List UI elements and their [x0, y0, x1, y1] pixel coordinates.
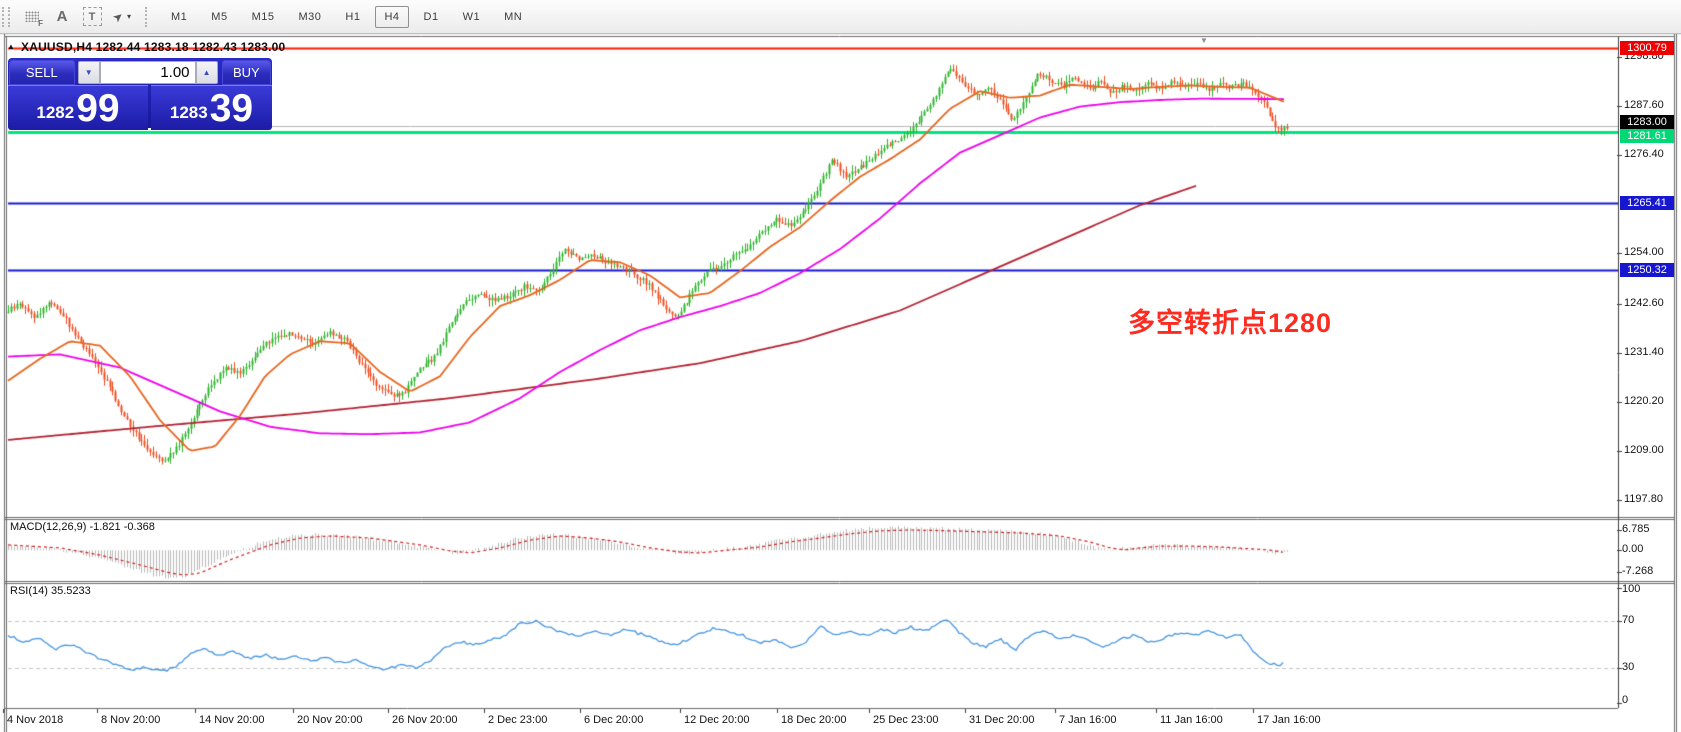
toolbar-separator	[145, 6, 151, 27]
rsi-tick-label: 0	[1622, 694, 1629, 706]
rsi-tick-label: 70	[1622, 614, 1635, 626]
rsi-indicator-label: RSI(14) 35.5233	[10, 585, 91, 597]
toolbar-drag-handle[interactable]	[2, 6, 10, 27]
one-click-trade-panel: SELL ▼ 1.00 ▲ BUY 1282 99 1283 39	[8, 58, 272, 130]
timeframe-button-w1[interactable]: W1	[462, 10, 481, 23]
time-tick-label: 11 Jan 16:00	[1160, 714, 1223, 726]
timeframe-button-m1[interactable]: M1	[171, 10, 188, 23]
time-tick-label: 18 Dec 20:00	[781, 714, 847, 726]
time-tick-label: 6 Dec 20:00	[584, 714, 644, 726]
chart-shift-marker-icon: ▼	[1200, 36, 1208, 45]
price-level-badge: 1265.41	[1620, 196, 1674, 211]
timeframe-button-h1[interactable]: H1	[345, 10, 361, 23]
toolbar: F A T ➤ ▾ M1 M5 M15 M30 H1 H4 D1 W1 MN	[0, 0, 1681, 34]
rsi-tick-label: 100	[1622, 583, 1641, 595]
timeframe-button-h4[interactable]: H4	[375, 5, 409, 28]
chevron-down-icon: ▾	[127, 12, 132, 21]
time-tick-label: 8 Nov 20:00	[101, 714, 161, 726]
price-tick-label: 1220.20	[1624, 394, 1664, 407]
trade-panel-price-row: 1282 99 1283 39	[8, 85, 272, 130]
timeframe-button-d1[interactable]: D1	[423, 10, 439, 23]
time-tick-label: 17 Jan 16:00	[1257, 714, 1321, 726]
sell-price-pips: 99	[76, 87, 120, 130]
volume-input[interactable]: 1.00	[99, 61, 196, 84]
text-label-icon[interactable]: A	[56, 8, 68, 25]
time-tick-label: 20 Nov 20:00	[297, 714, 363, 726]
price-tick-label: 1287.60	[1624, 99, 1664, 112]
timeframe-button-m30[interactable]: M30	[298, 10, 322, 23]
f-sub-label: F	[38, 18, 43, 28]
price-tick-label: 1242.60	[1624, 296, 1664, 309]
text-box-icon[interactable]: T	[79, 5, 105, 29]
buy-button[interactable]: BUY	[221, 60, 271, 85]
window-collapse-arrow[interactable]: ▲	[7, 42, 15, 51]
time-tick-label: 26 Nov 20:00	[392, 714, 458, 726]
expert-grid-f-icon[interactable]: F	[19, 5, 45, 29]
sell-price-display[interactable]: 1282 99	[8, 85, 148, 130]
macd-indicator-label: MACD(12,26,9) -1.821 -0.368	[10, 521, 155, 533]
buy-price-main: 1283	[169, 103, 208, 122]
macd-tick-label: -7.268	[1622, 565, 1654, 577]
timeframe-button-group: M1 M5 M15 M30 H1 H4 D1 W1 MN	[159, 5, 534, 28]
timeframe-button-m15[interactable]: M15	[251, 10, 275, 23]
timeframe-button-mn[interactable]: MN	[504, 10, 523, 23]
price-tick-label: 1254.00	[1624, 246, 1664, 259]
price-tick-label: 1276.40	[1624, 148, 1664, 161]
macd-tick-label: 6.785	[1622, 523, 1650, 535]
price-tick-label: 1231.40	[1624, 345, 1664, 358]
time-tick-label: 2 Dec 23:00	[488, 714, 548, 726]
price-level-badge: 1283.00	[1620, 115, 1674, 130]
time-tick-label: 4 Nov 2018	[7, 714, 64, 726]
arrows-tool-icon[interactable]: ➤ ▾	[109, 7, 132, 26]
time-tick-label: 7 Jan 16:00	[1059, 714, 1117, 726]
price-level-badge: 1281.61	[1620, 129, 1674, 144]
timeframe-button-m5[interactable]: M5	[211, 10, 228, 23]
price-level-badge: 1300.79	[1620, 41, 1674, 56]
volume-increase-button[interactable]: ▲	[195, 61, 218, 84]
trade-panel-top-row: SELL ▼ 1.00 ▲ BUY	[8, 58, 272, 85]
rsi-tick-label: 30	[1622, 661, 1635, 673]
time-tick-label: 12 Dec 20:00	[684, 714, 750, 726]
volume-decrease-button[interactable]: ▼	[77, 61, 100, 84]
sell-price-main: 1282	[36, 103, 75, 122]
price-tick-label: 1197.80	[1624, 493, 1663, 505]
sell-button[interactable]: SELL	[9, 60, 75, 85]
macd-tick-label: 0.00	[1622, 543, 1644, 556]
chart-title: XAUUSD,H4 1282.44 1283.18 1282.43 1283.0…	[21, 40, 286, 54]
time-tick-label: 31 Dec 20:00	[969, 714, 1035, 726]
time-tick-label: 25 Dec 23:00	[873, 714, 939, 726]
time-tick-label: 14 Nov 20:00	[199, 714, 265, 726]
grid-dots-glyph	[25, 11, 39, 22]
price-level-badge: 1250.32	[1620, 262, 1674, 277]
chart-annotation-text: 多空转折点1280	[1128, 308, 1333, 338]
price-tick-label: 1209.00	[1624, 443, 1664, 456]
buy-price-display[interactable]: 1283 39	[151, 85, 272, 130]
buy-price-pips: 39	[209, 87, 254, 130]
